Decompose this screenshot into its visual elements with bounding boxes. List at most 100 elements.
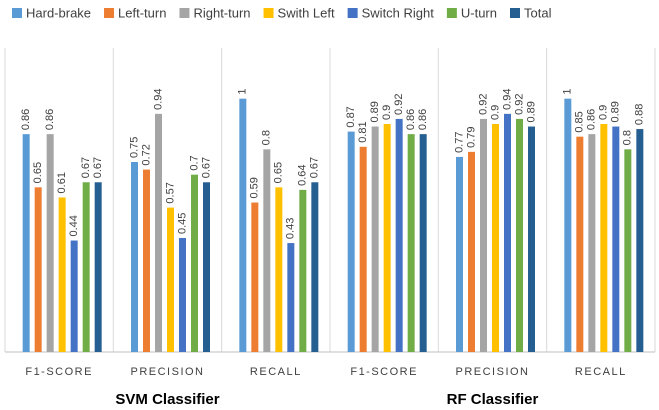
data-label: 0.89 <box>610 101 622 122</box>
bar <box>516 118 523 352</box>
data-label: 0.86 <box>405 109 417 130</box>
bar <box>359 146 367 352</box>
data-label: 1 <box>237 89 249 95</box>
data-label: 0.65 <box>32 162 44 183</box>
bar <box>528 126 535 353</box>
data-label: 0.81 <box>357 121 369 142</box>
legend-label: U-turn <box>461 5 497 20</box>
bar <box>263 149 271 352</box>
bar <box>179 238 186 352</box>
data-label: 1 <box>562 89 574 95</box>
bar <box>564 98 572 353</box>
legend-swatch <box>347 8 358 18</box>
bar <box>576 136 584 352</box>
bar <box>468 151 475 352</box>
bar <box>34 187 42 352</box>
data-label: 0.72 <box>140 144 152 165</box>
data-label: 0.61 <box>56 172 68 193</box>
data-label: 0.92 <box>513 94 525 115</box>
bar <box>347 131 355 352</box>
data-label: 0.67 <box>80 157 92 178</box>
bar <box>311 182 319 352</box>
bar <box>239 98 247 353</box>
bar <box>131 162 138 352</box>
data-label: 0.59 <box>249 177 261 198</box>
bar <box>624 149 632 352</box>
bar <box>419 134 427 352</box>
legend-swatch <box>104 8 115 18</box>
group-label: SVM Classifier <box>115 391 219 408</box>
bar <box>22 134 30 352</box>
data-label: 0.44 <box>68 215 80 236</box>
legend-label: Swith Left <box>278 5 335 20</box>
bar <box>203 182 210 352</box>
data-label: 0.67 <box>92 157 104 178</box>
data-label: 0.86 <box>417 109 429 130</box>
data-label: 0.92 <box>393 94 405 115</box>
data-label: 0.45 <box>176 213 188 234</box>
bar <box>407 134 415 352</box>
bar <box>46 134 54 352</box>
data-label: 0.43 <box>285 218 297 239</box>
bar <box>371 126 379 353</box>
data-label: 0.9 <box>381 105 393 120</box>
x-tick-label: RECALL <box>575 366 627 378</box>
bar <box>299 189 307 352</box>
data-label: 0.57 <box>164 182 176 203</box>
bar <box>58 197 66 352</box>
data-label: 0.87 <box>345 106 357 127</box>
bar <box>191 174 198 352</box>
bar <box>492 124 499 352</box>
bar <box>612 126 620 353</box>
bar <box>456 156 463 352</box>
data-label: 0.86 <box>586 109 598 130</box>
group-label: RF Classifier <box>447 391 539 408</box>
legend-swatch <box>510 8 520 18</box>
legend-swatch <box>12 8 22 18</box>
bar <box>287 243 295 352</box>
bar <box>636 129 644 352</box>
data-label: 0.85 <box>574 111 586 132</box>
data-label: 0.86 <box>44 109 56 130</box>
bar <box>588 134 596 352</box>
x-tick-label: PRECISION <box>455 366 529 378</box>
data-label: 0.94 <box>501 88 513 109</box>
legend-label: Total <box>524 5 552 20</box>
bar <box>600 124 608 352</box>
x-tick-label: RECALL <box>250 366 302 378</box>
bar <box>251 202 259 352</box>
data-label: 0.94 <box>152 88 164 109</box>
legend-label: Hard-brake <box>26 5 91 20</box>
data-label: 0.77 <box>453 132 465 153</box>
data-label: 0.79 <box>465 126 477 147</box>
legend-label: Left-turn <box>118 5 166 20</box>
data-label: 0.9 <box>489 105 501 120</box>
x-tick-label: F1-SCORE <box>350 366 418 378</box>
data-label: 0.8 <box>622 130 634 145</box>
data-label: 0.75 <box>128 137 140 158</box>
bar <box>383 124 391 352</box>
data-label: 0.89 <box>525 101 537 122</box>
data-label: 0.67 <box>200 157 212 178</box>
x-tick-label: PRECISION <box>130 366 204 378</box>
bar <box>94 182 102 352</box>
data-label: 0.67 <box>309 157 321 178</box>
data-label: 0.65 <box>273 162 285 183</box>
legend-swatch <box>263 8 274 18</box>
data-label: 0.9 <box>598 105 610 120</box>
data-label: 0.89 <box>369 101 381 122</box>
data-label: 0.8 <box>261 130 273 145</box>
bar <box>395 118 403 352</box>
bar <box>155 113 162 352</box>
bar <box>275 187 283 352</box>
bar <box>143 169 150 352</box>
bar <box>167 207 174 352</box>
bar <box>82 182 90 352</box>
data-label: 0.92 <box>477 94 489 115</box>
data-label: 0.7 <box>188 155 200 170</box>
legend-label: Switch Right <box>362 5 435 20</box>
data-label: 0.86 <box>20 109 32 130</box>
x-tick-label: F1-SCORE <box>25 366 93 378</box>
bar <box>480 118 487 352</box>
